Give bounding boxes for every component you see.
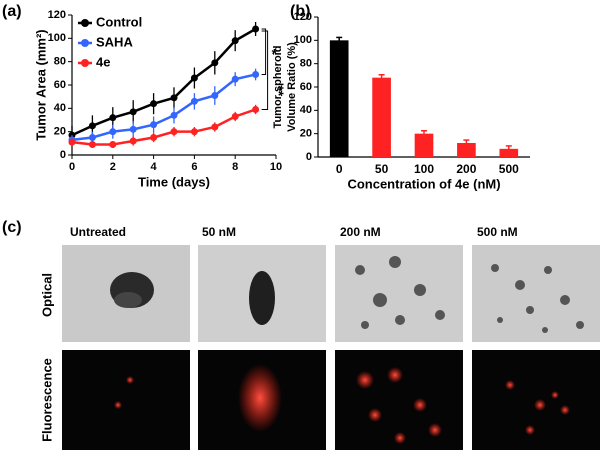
- column-label: 500 nM: [477, 225, 518, 239]
- legend-marker: [81, 19, 89, 27]
- spheroid: [249, 271, 275, 325]
- spheroid: [114, 292, 142, 308]
- y-tick-label: 80: [54, 56, 66, 68]
- y-tick-label: 40: [300, 104, 312, 116]
- x-tick-label: 0: [336, 162, 343, 176]
- point: [231, 75, 239, 83]
- point: [211, 92, 219, 99]
- y-tick-label: 80: [300, 58, 312, 70]
- legend-label: Control: [96, 14, 142, 29]
- point: [190, 128, 198, 136]
- bar: [414, 133, 434, 157]
- point: [88, 122, 96, 130]
- fluorescence-image: [62, 350, 190, 450]
- y-tick-label: 120: [48, 9, 66, 21]
- x-tick-label: 100: [414, 162, 434, 176]
- bracket: [261, 28, 267, 75]
- bar: [499, 148, 519, 157]
- point: [170, 94, 178, 102]
- point: [88, 134, 96, 141]
- point: [150, 121, 158, 129]
- series-line: [71, 73, 256, 142]
- point: [150, 134, 158, 141]
- y-axis-label: Volume Ratio (%): [286, 42, 298, 132]
- fluorescence-image: [472, 350, 600, 450]
- point: [150, 100, 158, 108]
- x-tick-label: 4: [151, 161, 158, 173]
- y-tick-label: 20: [54, 126, 66, 138]
- point: [129, 137, 137, 145]
- y-tick-label: 20: [300, 128, 312, 140]
- point: [170, 128, 178, 136]
- y-tick-label: 0: [60, 149, 66, 161]
- legend-label: 4e: [96, 54, 110, 69]
- row-label: Fluorescence: [39, 358, 54, 442]
- x-axis-label: Time (days): [138, 174, 210, 189]
- series-line: [71, 27, 257, 137]
- y-tick-label: 120: [294, 11, 312, 23]
- panel-label: (b): [290, 3, 310, 20]
- point: [252, 25, 260, 33]
- x-tick-label: 200: [456, 162, 476, 176]
- x-axis-label: Concentration of 4e (nM): [347, 176, 500, 191]
- annotation: **: [271, 85, 287, 96]
- bracket: [261, 30, 269, 110]
- point: [88, 141, 96, 148]
- point: [252, 106, 260, 113]
- y-axis-label: Tumor spheroid: [272, 46, 284, 129]
- annotation: *: [272, 45, 278, 61]
- spheroids: [355, 256, 445, 329]
- bar: [329, 40, 349, 158]
- x-tick-label: 6: [191, 161, 197, 173]
- column-label: 200 nM: [340, 225, 381, 239]
- image-grid: [62, 245, 600, 450]
- y-tick-label: 60: [300, 81, 312, 93]
- y-tick-label: 60: [54, 79, 66, 91]
- x-tick-label: 0: [69, 161, 75, 173]
- row-label: Optical: [39, 273, 54, 317]
- point: [252, 71, 260, 78]
- point: [129, 125, 137, 133]
- point: [211, 59, 219, 67]
- column-label: Untreated: [70, 225, 126, 239]
- point: [109, 128, 117, 136]
- bar: [372, 77, 391, 157]
- y-tick-label: 40: [54, 102, 66, 114]
- y-axis-label: Tumor Area (mm²): [33, 29, 48, 140]
- point: [231, 37, 239, 45]
- panel-label: (c): [2, 219, 22, 236]
- point: [109, 141, 117, 148]
- series-line: [71, 108, 257, 146]
- point: [190, 97, 198, 105]
- x-tick-label: 2: [110, 161, 116, 173]
- point: [68, 138, 76, 146]
- point: [211, 123, 219, 131]
- panel-label: (a): [2, 3, 22, 20]
- x-tick-label: 500: [499, 162, 519, 176]
- legend-marker: [81, 39, 89, 47]
- point: [129, 108, 137, 116]
- point: [170, 111, 178, 119]
- point: [190, 74, 198, 82]
- y-tick-label: 0: [306, 151, 312, 163]
- point: [109, 114, 117, 122]
- x-tick-label: 50: [375, 162, 389, 176]
- x-tick-label: 10: [270, 161, 282, 173]
- legend-marker: [81, 59, 89, 67]
- x-tick-label: 8: [232, 161, 238, 173]
- spheroids: [491, 264, 584, 333]
- bar: [457, 143, 476, 157]
- y-tick-label: 100: [294, 34, 312, 46]
- column-label: 50 nM: [202, 225, 236, 239]
- legend-label: SAHA: [96, 34, 133, 49]
- y-tick-label: 100: [48, 32, 66, 44]
- point: [231, 113, 239, 120]
